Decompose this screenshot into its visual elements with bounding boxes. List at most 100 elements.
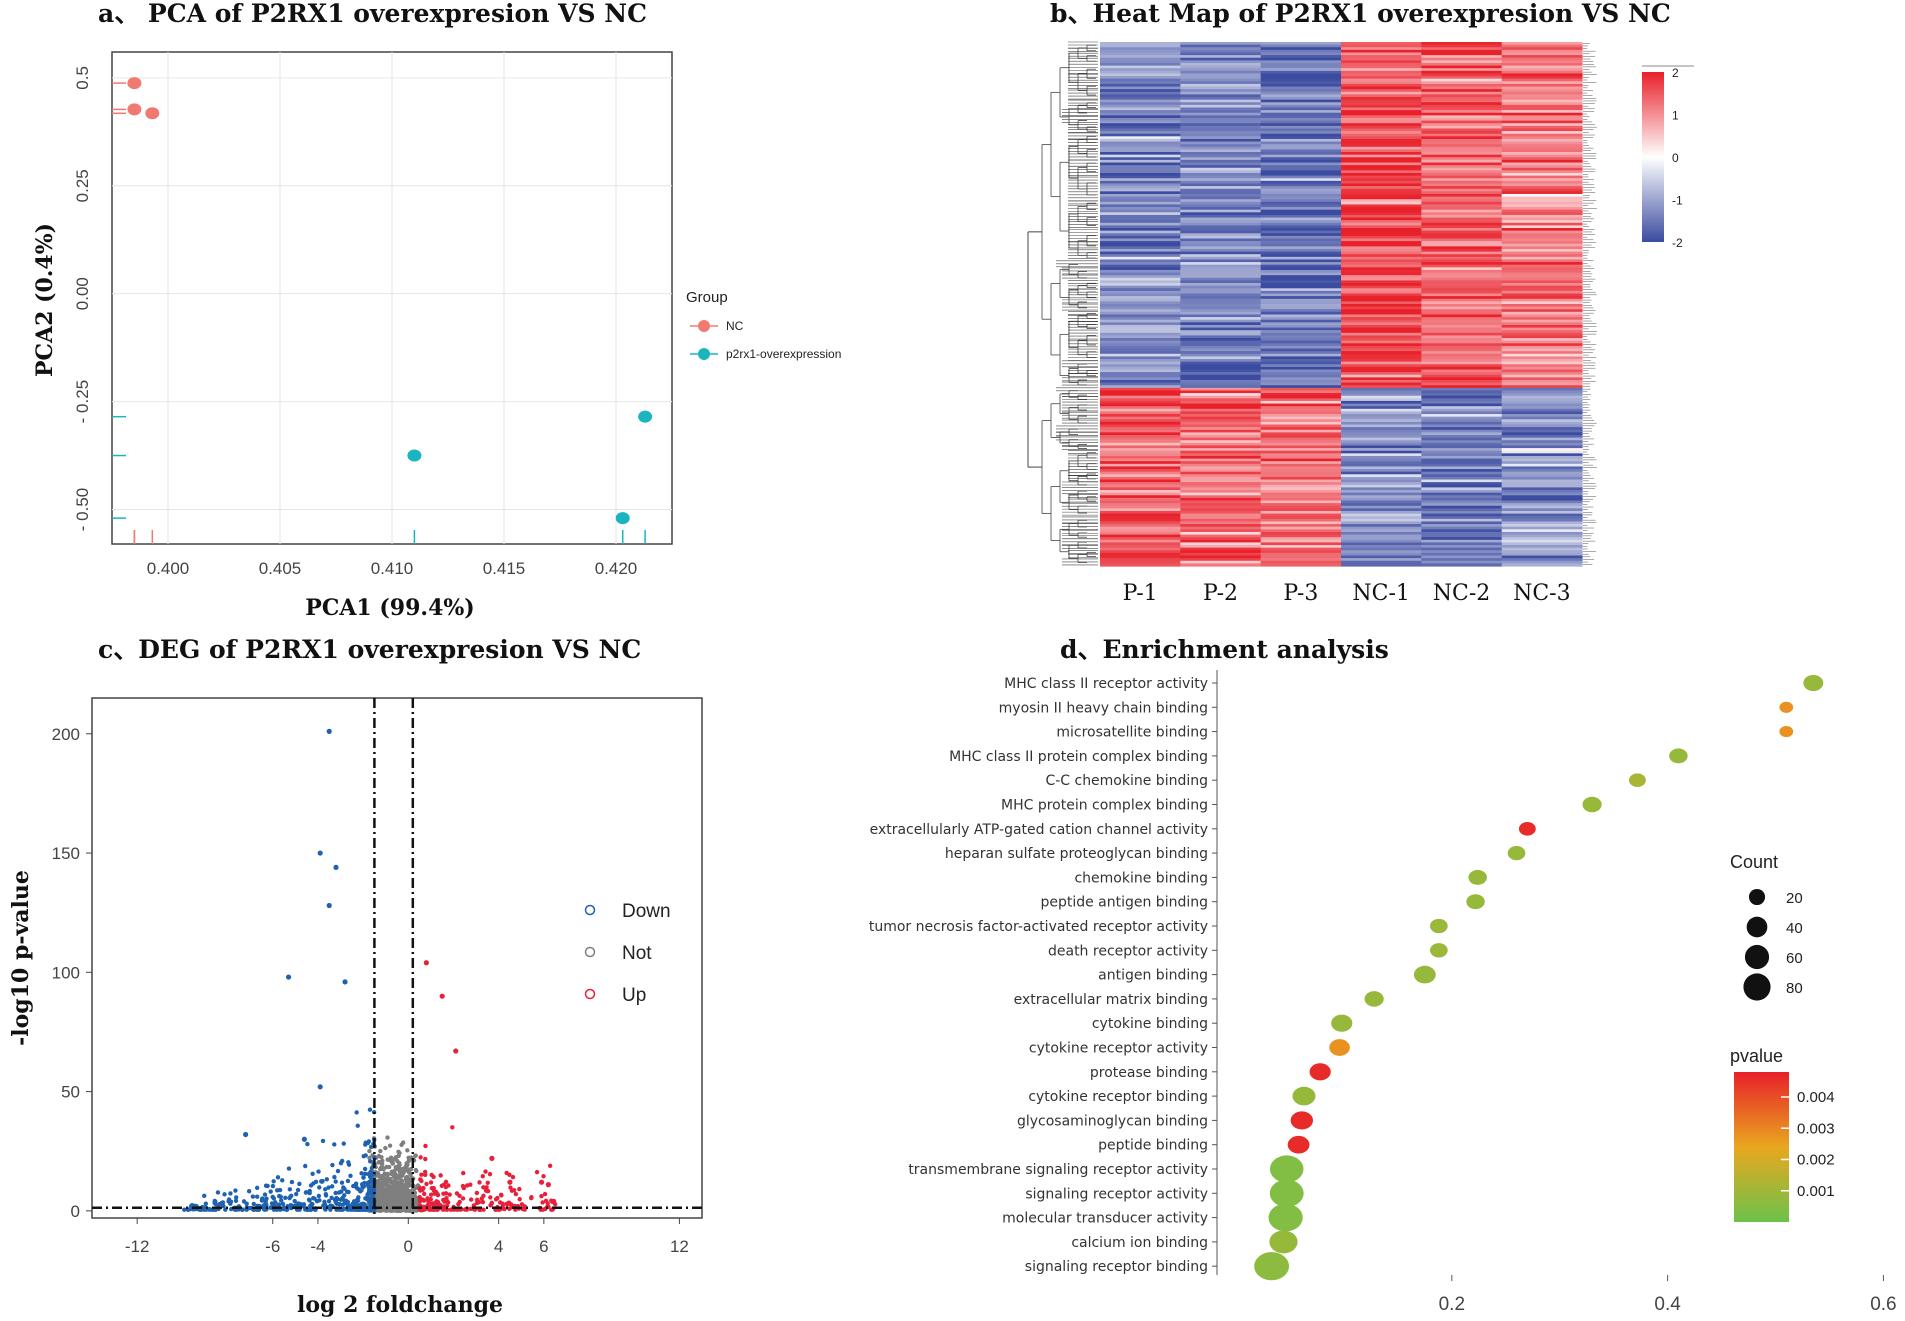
heatmap-cell [1421, 186, 1503, 190]
enrichment-term-label: protease binding [1090, 1065, 1208, 1081]
heatmap-cell [1100, 558, 1181, 562]
heatmap-cell [1341, 492, 1422, 496]
volcano-x-tick-label: -12 [125, 1237, 150, 1256]
volcano-point-down [268, 1189, 273, 1194]
heatmap-cell [1341, 183, 1422, 187]
heatmap-cell [1501, 149, 1583, 153]
heatmap-legend-tick-label: -2 [1672, 236, 1683, 250]
volcano-point-down [361, 1153, 366, 1159]
heatmap-cell [1180, 298, 1262, 302]
heatmap-cell [1421, 86, 1503, 90]
heatmap-cell [1100, 251, 1181, 255]
heatmap-cell [1180, 435, 1262, 439]
heatmap-cell [1180, 128, 1262, 132]
heatmap-cell [1501, 411, 1583, 415]
heatmap-cell [1180, 269, 1262, 274]
heatmap-cell [1260, 437, 1342, 441]
heatmap-cell [1260, 228, 1342, 232]
heatmap-cell [1421, 400, 1503, 405]
heatmap-cell [1260, 149, 1342, 153]
heatmap-cell [1260, 495, 1342, 499]
heatmap-cell [1260, 385, 1342, 389]
volcano-point-down [334, 1195, 339, 1201]
heatmap-cell [1260, 332, 1342, 337]
heatmap-cell [1421, 539, 1503, 544]
heatmap-cell [1341, 83, 1422, 88]
heatmap-cell [1260, 374, 1342, 378]
volcano-point-up [447, 1192, 452, 1197]
heatmap-cell [1421, 42, 1503, 46]
heatmap-cell [1341, 445, 1422, 449]
heatmap-cell [1341, 508, 1422, 512]
heatmap-cell [1421, 230, 1503, 234]
enrichment-term-label: death receptor activity [1048, 943, 1208, 959]
heatmap-cell [1341, 450, 1422, 454]
heatmap-cell [1501, 403, 1583, 407]
heatmap-cell [1100, 416, 1181, 420]
heatmap-cell [1260, 136, 1342, 140]
heatmap-cell [1501, 57, 1583, 61]
heatmap-cell [1260, 311, 1342, 316]
volcano-y-tick-label: 0 [71, 1202, 80, 1221]
heatmap-cell [1260, 445, 1342, 449]
volcano-point-up [483, 1169, 488, 1174]
heatmap-cell [1501, 416, 1583, 420]
heatmap-cell [1501, 49, 1583, 54]
heatmap-cell [1501, 542, 1583, 546]
heatmap-cell [1100, 455, 1181, 460]
heatmap-cell [1180, 450, 1262, 454]
volcano-point-not [387, 1184, 392, 1189]
volcano-point-down [215, 1190, 221, 1195]
heatmap-cell [1421, 254, 1503, 258]
heatmap-cell [1341, 547, 1422, 551]
heatmap-cell [1180, 225, 1262, 229]
heatmap-cell [1260, 267, 1342, 271]
heatmap-cell [1421, 364, 1503, 368]
volcano-point-not [388, 1155, 394, 1160]
heatmap-cell [1341, 414, 1422, 418]
heatmap-cell [1341, 65, 1422, 69]
heatmap-cell [1341, 524, 1422, 528]
heatmap-cell [1180, 238, 1262, 242]
volcano-point-not [367, 1155, 372, 1161]
heatmap-cell [1341, 304, 1422, 308]
heatmap-cell [1421, 332, 1503, 337]
heatmap-cell [1501, 534, 1583, 538]
heatmap-cell [1501, 550, 1583, 554]
heatmap-cell [1501, 269, 1583, 274]
volcano-x-tick-label: 6 [539, 1237, 548, 1256]
pca-y-tick-label: - 0.50 [73, 488, 92, 531]
volcano-point-up [468, 1206, 473, 1212]
heatmap-cell [1421, 403, 1503, 407]
heatmap-cell [1421, 440, 1503, 444]
heatmap-cell [1180, 86, 1262, 90]
heatmap-cell [1100, 311, 1181, 316]
heatmap-cell [1501, 136, 1583, 140]
heatmap-cell [1501, 356, 1583, 360]
heatmap-cell [1100, 393, 1181, 397]
heatmap-cell [1180, 497, 1262, 502]
heatmap-cell [1180, 233, 1262, 237]
heatmap-cell [1421, 68, 1503, 72]
heatmap-cell [1341, 314, 1422, 318]
volcano-point-down [264, 1196, 269, 1201]
heatmap-cell [1100, 356, 1181, 360]
heatmap-cell [1341, 191, 1422, 195]
heatmap-cell [1180, 180, 1262, 185]
volcano-point-up [495, 1195, 500, 1201]
heatmap-cell [1421, 369, 1503, 373]
heatmap-cell [1260, 68, 1342, 72]
heatmap-cell [1180, 374, 1262, 378]
heatmap-cell [1341, 332, 1422, 337]
heatmap-cell [1100, 319, 1181, 323]
heatmap-cell [1180, 256, 1262, 261]
heatmap-cell [1421, 243, 1503, 247]
heatmap-cell [1341, 173, 1422, 177]
heatmap-cell [1501, 427, 1583, 431]
heatmap-cell [1421, 178, 1503, 182]
heatmap-cell [1260, 450, 1342, 454]
heatmap-cell [1260, 510, 1342, 515]
volcano-y-tick-label: 150 [52, 844, 80, 863]
heatmap-cell [1341, 154, 1422, 158]
heatmap-cell [1341, 343, 1422, 347]
